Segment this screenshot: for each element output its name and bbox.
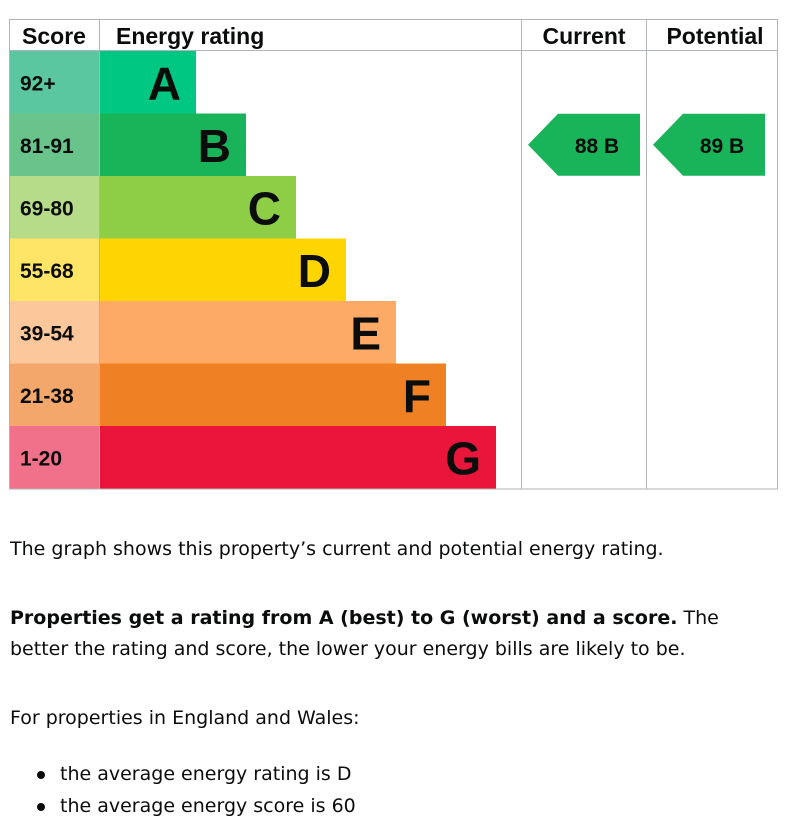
band-bar-e xyxy=(100,301,396,364)
energy-rating-chart: 92+ A81-91 B69-80 C55-68 D39-54 E21-38 F1-20 G … xyxy=(9,19,778,490)
score-range-a: 92+ xyxy=(20,72,56,95)
score-cell-c xyxy=(9,176,99,239)
summary-text: The graph shows this property’s current … xyxy=(10,538,664,560)
rating-bands: 92+ A 81-91 B 69-80 C 55-68 D 39-54 E 21-38 F 1-20 G xyxy=(9,51,496,489)
score-range-f: 21-38 xyxy=(20,385,74,408)
band-letter-a: A xyxy=(148,57,181,109)
band-bar-d xyxy=(100,238,346,302)
header-potential: Potential xyxy=(666,23,763,49)
band-bar-g xyxy=(100,426,496,489)
score-range-e: 39-54 xyxy=(20,322,74,345)
potential-rating-label: 89 B xyxy=(700,135,744,158)
rating-explanation: Properties get a rating from A (best) to… xyxy=(10,603,780,665)
score-range-c: 69-80 xyxy=(20,197,74,220)
band-bar-b xyxy=(100,113,246,177)
band-letter-c: C xyxy=(248,182,281,234)
current-rating-arrow xyxy=(528,113,640,176)
header-score: Score xyxy=(22,23,86,49)
potential-rating-arrow xyxy=(653,113,765,176)
band-letter-e: E xyxy=(350,307,381,359)
score-range-d: 55-68 xyxy=(20,260,74,283)
band-letter-b: B xyxy=(198,120,231,172)
score-range-b: 81-91 xyxy=(20,135,74,158)
chart-grid xyxy=(9,19,778,490)
band-bar-a xyxy=(100,51,196,114)
average-score-item: the average energy score is 60 xyxy=(10,790,356,822)
header-current: Current xyxy=(542,23,625,49)
region-text: For properties in England and Wales: xyxy=(10,707,360,729)
band-letter-g: G xyxy=(445,432,481,484)
score-cell-f xyxy=(9,363,99,427)
score-cell-d xyxy=(9,238,99,302)
score-range-g: 1-20 xyxy=(20,447,62,470)
score-cell-a xyxy=(9,51,99,114)
band-bar-f xyxy=(100,363,446,427)
score-cell-b xyxy=(9,113,99,177)
band-letter-f: F xyxy=(403,370,431,422)
band-letter-d: D xyxy=(298,245,331,297)
chart-header: Score Energy rating Current Potential xyxy=(22,23,764,49)
averages-list: the average energy rating is D the avera… xyxy=(10,758,356,822)
rating-markers: 88 B 89 B xyxy=(528,113,765,176)
current-rating-label: 88 B xyxy=(575,135,619,158)
rating-explanation-bold: Properties get a rating from A (best) to… xyxy=(10,607,678,629)
score-cell-e xyxy=(9,301,99,364)
average-rating-item: the average energy rating is D xyxy=(10,758,356,790)
header-energy-rating: Energy rating xyxy=(116,23,264,49)
score-cell-g xyxy=(9,426,99,489)
rating-explanation-rest: The better the rating and score, the low… xyxy=(10,607,719,660)
band-bar-c xyxy=(100,176,296,239)
